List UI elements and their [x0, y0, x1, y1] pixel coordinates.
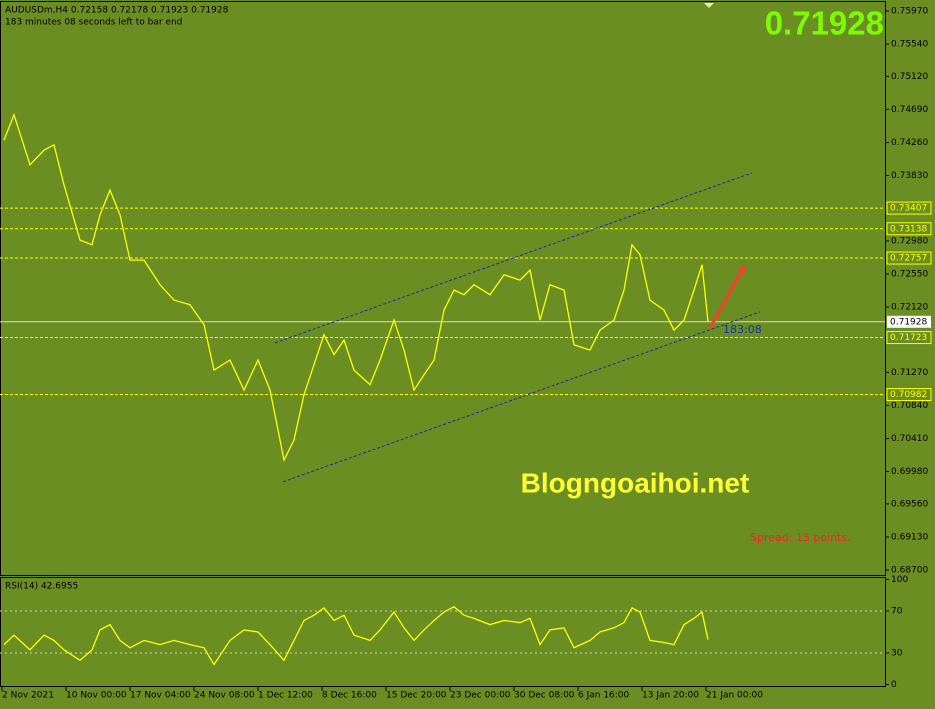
y-tick-label: 70	[891, 607, 903, 617]
series-line	[3, 606, 709, 666]
x-tick-label: 2 Nov 2021	[2, 691, 54, 701]
level-label: 0.71723	[890, 333, 927, 343]
y-tick-label: 0.70840	[891, 401, 928, 411]
x-tick-label: 21 Jan 00:00	[706, 691, 763, 701]
rsi-title: RSI(14) 42.6955	[5, 582, 78, 592]
arrow	[708, 264, 747, 329]
y-tick-label: 100	[891, 575, 908, 585]
y-tick-label: 0.68700	[891, 566, 928, 576]
level-label-box	[886, 201, 932, 215]
y-tick-label: 0.69130	[891, 532, 928, 542]
trend-line	[282, 311, 761, 483]
arrow-head	[737, 264, 745, 274]
watermark: Blogngoaihoi.net	[521, 467, 750, 498]
shift-marker	[704, 3, 714, 8]
y-tick-label: 0.74690	[891, 105, 928, 115]
level-label-box	[886, 388, 932, 402]
level-label: 0.73407	[890, 204, 927, 214]
x-tick-label: 8 Dec 16:00	[322, 691, 377, 701]
x-tick-label: 13 Jan 20:00	[642, 691, 699, 701]
chart-title: AUDUSDm,H4 0.72158 0.72178 0.71923 0.719…	[5, 6, 229, 16]
price-label-box	[887, 315, 931, 328]
y-tick-label: 0.71270	[891, 368, 928, 378]
level-label-box	[886, 331, 932, 345]
y-tick-label: 0.72550	[891, 269, 928, 279]
y-tick-label: 0.75540	[891, 40, 928, 50]
last-price: 0.71928	[765, 5, 884, 42]
trend-line	[274, 172, 753, 344]
y-tick-label: 30	[891, 649, 903, 659]
subtitle: 183 minutes 08 seconds left to bar end	[5, 18, 182, 28]
spread-text: Spread: 15 points.	[750, 531, 851, 544]
price-panel-frame	[0, 1, 886, 576]
y-tick-label: 0.74260	[891, 138, 928, 148]
level-label: 0.72757	[890, 254, 927, 264]
level-label: 0.70982	[890, 390, 927, 400]
y-tick-label: 0.69560	[891, 499, 928, 509]
x-tick-label: 17 Nov 04:00	[130, 691, 191, 701]
level-label: 0.73138	[890, 224, 927, 234]
y-tick-label: 0	[891, 680, 897, 690]
y-tick-label: 0.75970	[891, 6, 928, 16]
y-tick-label: 0.70410	[891, 434, 928, 444]
x-tick-label: 1 Dec 12:00	[258, 691, 313, 701]
x-tick-label: 23 Dec 00:00	[450, 691, 511, 701]
x-tick-label: 6 Jan 16:00	[578, 691, 630, 701]
price-label: 0.71928	[890, 317, 927, 327]
x-tick-label: 30 Dec 08:00	[514, 691, 575, 701]
level-label-box	[886, 222, 932, 236]
x-tick-label: 10 Nov 00:00	[66, 691, 127, 701]
timer-label: 183:08	[723, 323, 762, 336]
y-tick-label: 0.73830	[891, 171, 928, 181]
series-line	[3, 112, 709, 463]
x-tick-label: 15 Dec 20:00	[386, 691, 447, 701]
rsi-panel-frame	[0, 577, 886, 687]
y-tick-label: 0.72120	[891, 303, 928, 313]
y-tick-label: 0.75120	[891, 72, 928, 82]
x-tick-label: 24 Nov 08:00	[194, 691, 255, 701]
y-tick-label: 0.69980	[891, 467, 928, 477]
y-tick-label: 0.72980	[891, 236, 928, 246]
level-label-box	[886, 251, 932, 265]
